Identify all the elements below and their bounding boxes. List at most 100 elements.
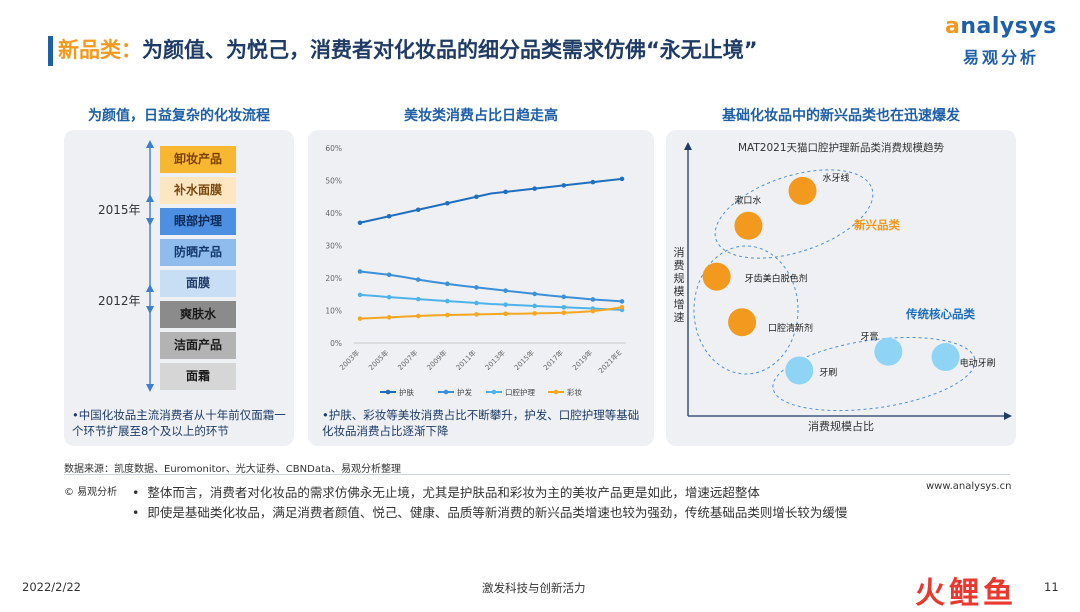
legend-label: 护肤 [399,387,414,397]
logo-letter-a: a [945,14,961,39]
data-point [386,315,392,320]
x-tick-label: 2015年 [512,348,536,372]
panel2-subtitle: 美妆类消费占比日趋走高 [404,108,558,124]
bullet-item: • 整体而言，消费者对化妆品的需求仿佛永无止境，尤其是护肤品和彩妆为主的美妆产品… [132,485,760,500]
x-tick-label: 2017年 [541,348,565,372]
data-point [415,296,421,302]
year-label-2015: 2015年 [98,203,141,217]
logo-text-cn: 易观分析 [963,48,1040,67]
bubble-label: 牙膏 [860,331,878,343]
bubble-chart-title: MAT2021天猫口腔护理新品类消费规模趋势 [737,142,945,154]
routine-arrows [146,140,154,392]
y-tick-label: 10% [325,307,342,316]
bubble [734,211,763,240]
data-point [357,220,363,226]
group-label-core: 传统核心品类 [906,307,975,321]
data-point [503,288,508,293]
bubble [702,262,731,291]
y-tick-label: 60% [325,144,342,153]
x-tick-label: 2005年 [367,348,391,372]
series-line [359,177,623,224]
analysys-logo: analysys 易观分析 [945,14,1056,74]
data-point [561,310,567,316]
data-source: 数据来源：凯度数据、Euromonitor、光大证券、CBNData、易观分析整… [64,464,401,475]
group-outline-new-bottom [693,245,799,375]
y-tick-label: 50% [325,177,342,186]
series-line [359,270,623,303]
routine-step: 面霜 [160,363,236,390]
data-point [357,292,363,298]
page-title-prefix: 新品类： [58,38,142,62]
data-point [532,291,537,297]
data-point [503,311,508,317]
panel3-subtitle: 基础化妆品中的新兴品类也在迅速爆发 [722,108,960,124]
footer-center-text: 激发科技与创新活力 [482,581,586,595]
series-line [359,306,623,320]
bubble [728,308,757,337]
beauty-share-line-chart: 0% 10% 20% 30% 40% 50% 60% 2003年 2005年 2007年 2009年… [325,144,626,397]
bubble-y-axis-label: 消费规模增速 [673,246,685,324]
bubble [931,343,960,372]
data-point [561,304,567,310]
summary-bullets: • 整体而言，消费者对化妆品的需求仿佛永无止境，尤其是护肤品和彩妆为主的美妆产品… [132,483,847,523]
title-accent-bar [48,36,53,66]
bubble-label: 水牙线 [822,172,849,184]
website-url[interactable]: www.analysys.cn [926,481,1012,492]
y-tick-label: 40% [325,209,342,218]
legend-marker [443,389,449,395]
bubble-label: 口腔清新剂 [768,322,813,334]
legend-marker [553,389,559,395]
bubble-label: 牙齿美白脱色剂 [745,273,808,285]
y-tick-label: 30% [325,242,342,251]
x-tick-label: 2003年 [337,348,361,372]
x-tick-label: 2011年 [454,348,478,372]
watermark-brand: 火鲤鱼 [915,576,1017,611]
year-label-2012: 2012年 [98,294,141,308]
data-point [386,272,392,278]
data-point [474,300,479,306]
data-point [474,194,479,200]
legend-marker [385,389,391,395]
y-tick-label: 0% [330,339,342,348]
data-point [445,298,450,304]
data-point [590,179,596,185]
x-axis-arrow [1004,412,1012,420]
group-label-new: 新兴品类 [854,218,900,232]
bubble-label: 漱口水 [734,195,761,207]
page-title: 新品类：为颜值、为悦己，消费者对化妆品的细分品类需求仿佛“永无止境” [58,34,758,64]
x-tick-label: 2019年 [570,348,594,372]
routine-step: 补水面膜 [160,177,236,204]
data-point [474,285,479,290]
routine-step: 卸妆产品 [160,146,236,173]
bubble-x-axis-label: 消费规模占比 [808,420,874,433]
data-point [590,308,596,314]
bubble [874,337,903,366]
panel1-subtitle: 为颜值，日益复杂的化妆流程 [88,108,270,124]
x-tick-label: 2007年 [396,348,420,372]
legend-label: 护发 [457,387,472,397]
bubble-label: 牙刷 [819,367,837,378]
data-point [503,189,508,195]
y-axis-arrow [684,142,692,150]
panel1-note: •中国化妆品主流消费者从十年前仅面霜一个环节扩展至8个及以上的环节 [72,408,286,438]
data-point [561,294,567,300]
data-point [619,299,625,304]
routine-step: 眼部护理 [160,208,236,235]
data-point [357,269,363,274]
divider [64,474,1010,475]
bubble [788,176,817,205]
data-point [386,213,392,219]
page-number: 11 [1044,580,1059,594]
bubble [785,356,814,385]
data-point [445,312,450,318]
x-tick-label: 2009年 [425,348,449,372]
data-point [415,277,421,282]
group-outline-new-top [714,169,874,259]
data-point [532,186,537,191]
data-point [445,281,450,287]
data-point [445,200,450,206]
footer-date: 2022/2/22 [22,580,81,594]
data-point [386,294,392,300]
data-point [532,311,537,316]
